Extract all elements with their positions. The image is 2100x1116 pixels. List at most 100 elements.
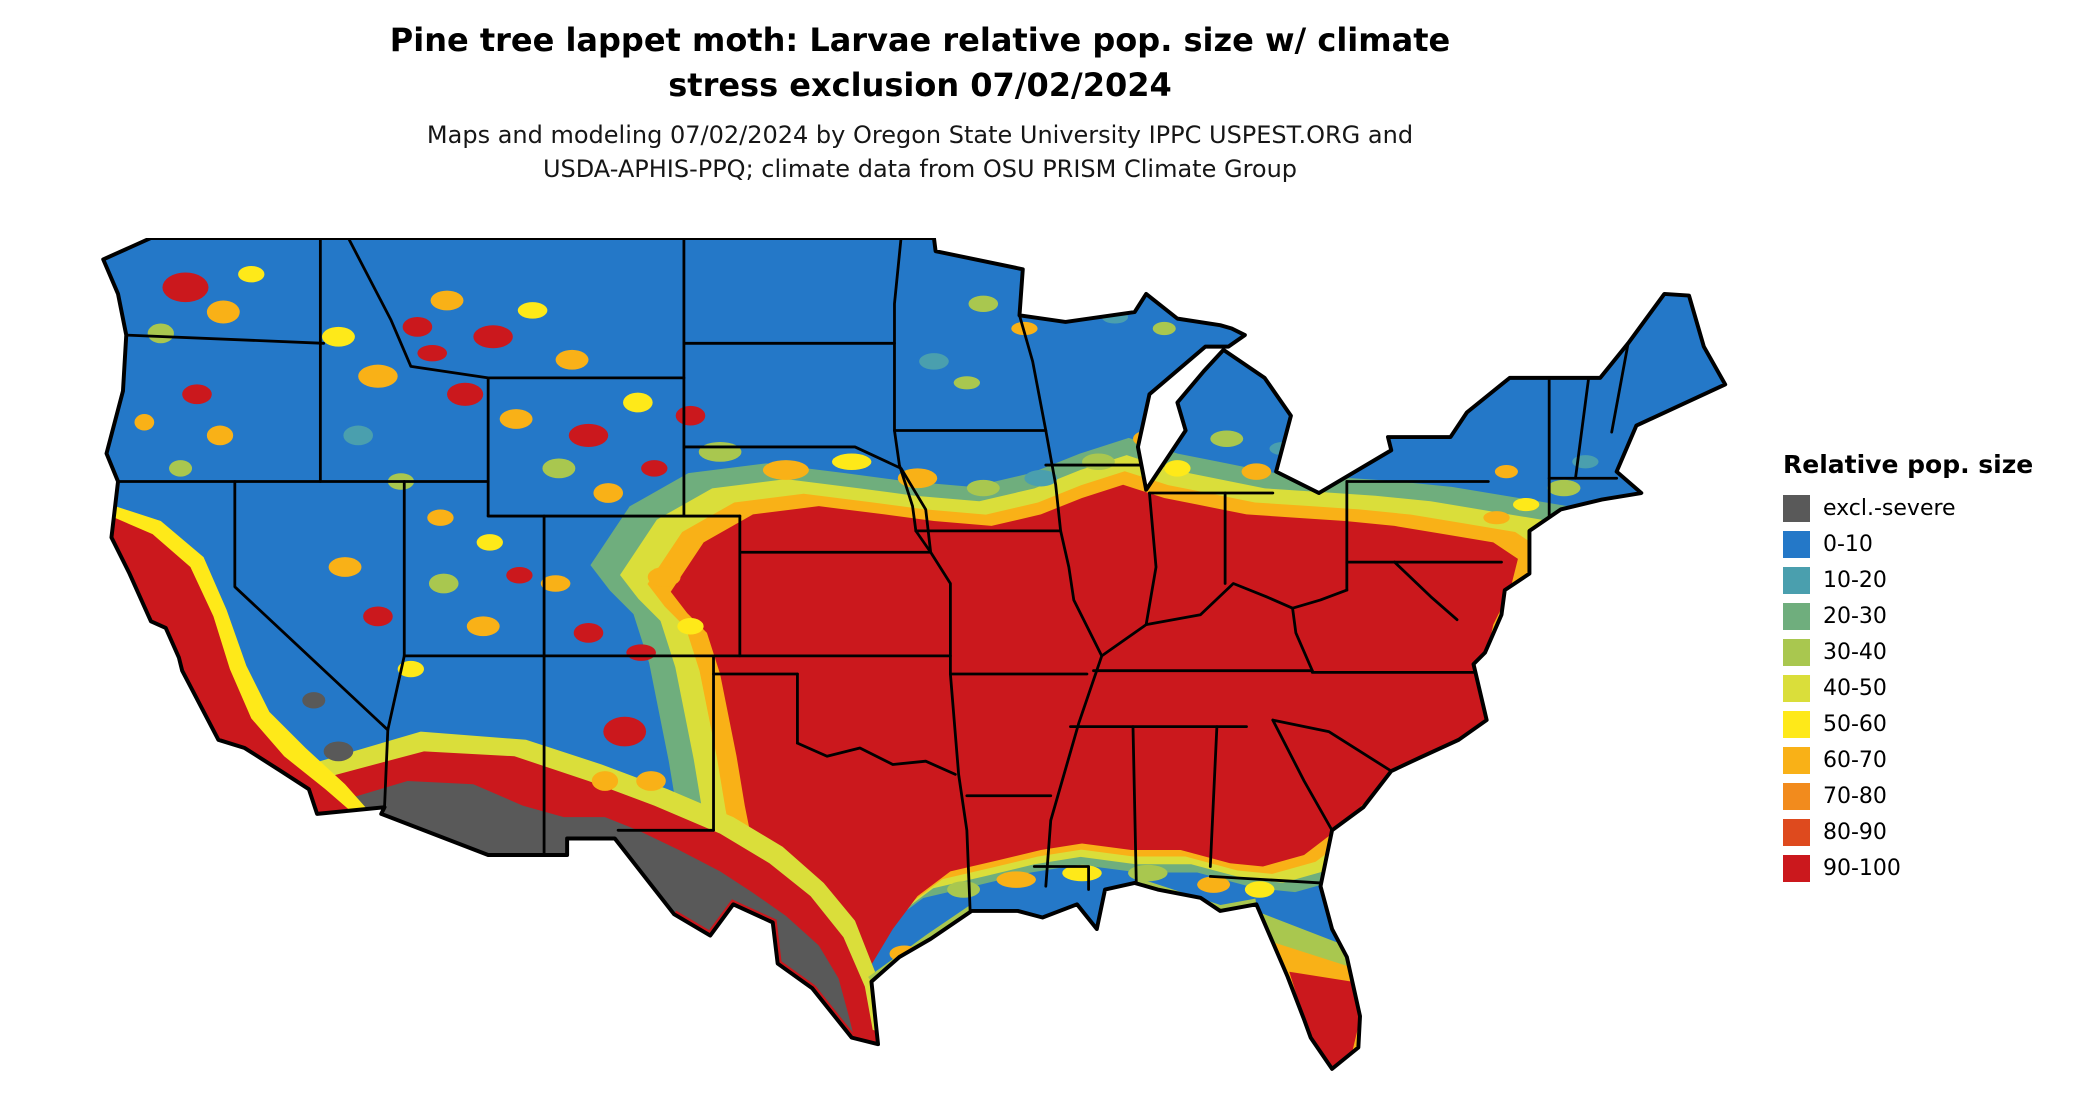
raster-speckle (302, 692, 326, 709)
us-map (95, 236, 1740, 1110)
legend-label: 10-20 (1823, 568, 1887, 593)
raster-speckle (1164, 460, 1191, 477)
raster-speckle (591, 771, 619, 791)
raster-speckle (540, 575, 571, 592)
raster-speckle (698, 442, 742, 462)
map-raster (103, 238, 1726, 1069)
legend-item: 60-70 (1783, 747, 2093, 774)
raster-speckle (1062, 864, 1102, 882)
legend-item: 90-100 (1783, 855, 2093, 882)
raster-speckle (1024, 469, 1058, 487)
raster-speckle (919, 353, 949, 370)
page-subtitle-line1: Maps and modeling 07/02/2024 by Oregon S… (426, 121, 1414, 149)
raster-speckle (542, 458, 576, 479)
raster-speckle (447, 382, 484, 406)
raster-speckle (1128, 864, 1168, 882)
legend-item: 50-60 (1783, 711, 2093, 738)
raster-speckle (182, 384, 212, 405)
legend-label: 20-30 (1823, 604, 1887, 629)
region-central-band (670, 484, 1518, 982)
raster-speckle (466, 616, 500, 637)
raster-speckle (675, 405, 706, 426)
raster-speckle (1307, 461, 1334, 475)
raster-speckle (506, 567, 533, 584)
raster-speckle (169, 460, 193, 477)
raster-speckle (1152, 321, 1176, 336)
page-subtitle-line2: USDA-APHIS-PPQ; climate data from OSU PR… (542, 155, 1298, 183)
legend-label: 60-70 (1823, 748, 1887, 773)
legend-item: excl.-severe (1783, 495, 2093, 522)
legend-item: 80-90 (1783, 819, 2093, 846)
raster-speckle (147, 323, 174, 344)
legend-swatch (1783, 567, 1810, 594)
raster-speckle (1494, 465, 1518, 479)
raster-speckle (358, 364, 398, 388)
legend-swatch (1783, 531, 1810, 558)
raster-speckle (897, 468, 938, 489)
legend-item: 30-40 (1783, 639, 2093, 666)
raster-speckle (1547, 479, 1581, 497)
raster-speckle (1512, 497, 1540, 512)
raster-speckle (947, 881, 981, 898)
raster-speckle (1244, 881, 1275, 898)
raster-speckle (636, 771, 666, 791)
legend-swatch (1783, 711, 1810, 738)
raster-speckle (968, 295, 999, 313)
raster-speckle (603, 716, 647, 747)
raster-speckle (343, 425, 374, 446)
legend-title: Relative pop. size (1783, 450, 2034, 479)
raster-speckle (626, 644, 656, 661)
raster-speckle (476, 534, 503, 551)
legend-label: 90-100 (1823, 856, 1901, 881)
page-title-line2: stress exclusion 07/02/2024 (668, 66, 1172, 104)
us-map-svg (101, 236, 1728, 1071)
legend-swatch (1783, 675, 1810, 702)
raster-speckle (417, 344, 448, 362)
raster-speckle (1082, 453, 1115, 470)
us-outline (101, 236, 1728, 1071)
raster-speckle (953, 376, 981, 390)
raster-speckle (499, 409, 533, 429)
raster-speckle (1210, 430, 1244, 447)
legend-swatch (1783, 819, 1810, 846)
raster-speckle (430, 290, 464, 311)
raster-speckle (323, 741, 354, 762)
raster-speckle (647, 567, 681, 587)
legend-swatch (1783, 603, 1810, 630)
legend-swatch (1783, 639, 1810, 666)
page-subtitle: Maps and modeling 07/02/2024 by Oregon S… (0, 118, 1840, 186)
raster-speckle (831, 453, 872, 470)
raster-speckle (555, 349, 589, 370)
legend-swatch (1783, 495, 1810, 522)
raster-speckle (473, 325, 513, 349)
raster-speckle (428, 573, 459, 594)
raster-speckle (996, 871, 1036, 888)
region-california-high (103, 512, 350, 828)
raster-speckle (402, 316, 433, 337)
raster-speckle (517, 302, 548, 319)
legend-item: 10-20 (1783, 567, 2093, 594)
legend-label: 70-80 (1823, 784, 1887, 809)
raster-speckle (397, 660, 424, 678)
legend-label: 40-50 (1823, 676, 1887, 701)
raster-speckle (1197, 876, 1231, 893)
legend-swatch (1783, 855, 1810, 882)
region-florida-high (1289, 971, 1361, 1069)
raster-speckle (762, 460, 809, 480)
raster-speckle (427, 509, 454, 526)
raster-speckle (206, 425, 234, 446)
raster-speckle (238, 265, 265, 283)
legend-item: 40-50 (1783, 675, 2093, 702)
raster-speckle (641, 460, 668, 477)
raster-speckle (568, 423, 609, 447)
legend-item: 0-10 (1783, 531, 2093, 558)
raster-speckle (322, 326, 355, 347)
page-title: Pine tree lappet moth: Larvae relative p… (0, 18, 1840, 108)
raster-speckle (134, 414, 155, 431)
legend: Relative pop. size excl.-severe 0-10 10-20… (1783, 450, 2093, 891)
raster-speckle (966, 479, 1000, 497)
page-title-line1: Pine tree lappet moth: Larvae relative p… (389, 21, 1451, 59)
raster-speckle (363, 606, 393, 627)
raster-speckle (573, 622, 604, 643)
